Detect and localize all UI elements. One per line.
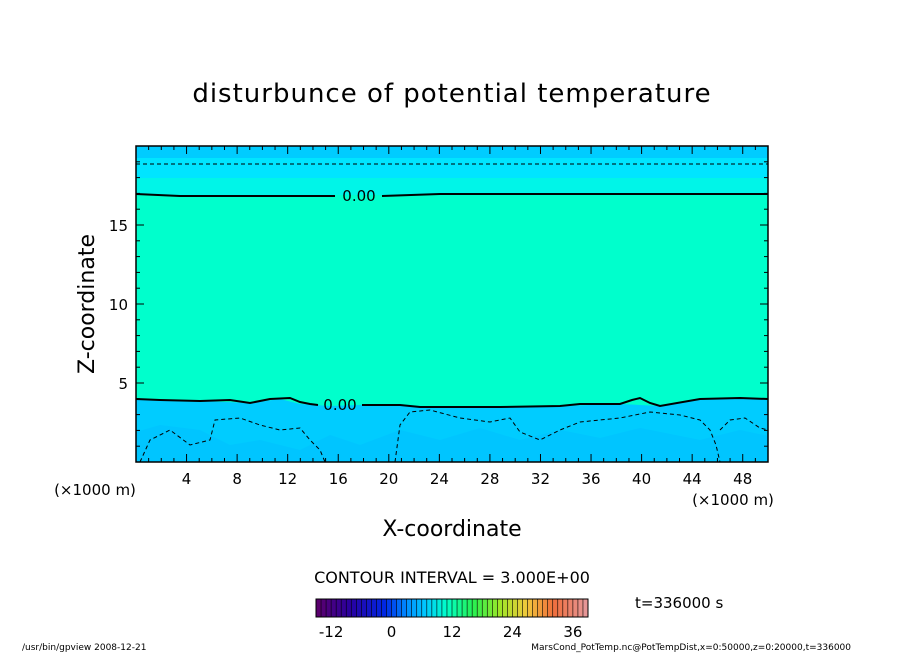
colorbar-cell bbox=[316, 599, 322, 617]
x-axis-ticks: 4 8 12 16 20 24 28 32 36 40 44 48 bbox=[148, 146, 756, 488]
zero-contour-upper bbox=[135, 193, 768, 197]
x-unit-right: (×1000 m) bbox=[692, 491, 774, 509]
colorbar-cell bbox=[341, 599, 347, 617]
lower-field-dark bbox=[136, 425, 768, 462]
colorbar-cell bbox=[517, 599, 523, 617]
upper-band bbox=[136, 158, 768, 178]
colorbar-cell bbox=[512, 599, 518, 617]
colorbar-cell bbox=[396, 599, 402, 617]
x-tick-label: 20 bbox=[379, 470, 398, 488]
colorbar-cell bbox=[537, 599, 543, 617]
colorbar-cell bbox=[467, 599, 473, 617]
x-tick-label: 28 bbox=[480, 470, 499, 488]
colorbar-cell bbox=[371, 599, 377, 617]
x-tick-label: 32 bbox=[531, 470, 550, 488]
footer-right: MarsCond_PotTemp.nc@PotTempDist,x=0:5000… bbox=[531, 643, 851, 653]
colorbar-cell bbox=[542, 599, 549, 617]
colorbar-cell bbox=[366, 599, 372, 617]
colorbar-tick-label: -12 bbox=[319, 623, 344, 641]
colorbar-cell bbox=[351, 599, 357, 617]
colorbar-cell bbox=[386, 599, 392, 617]
colorbar-cell bbox=[552, 599, 559, 617]
x-tick-label: 12 bbox=[278, 470, 297, 488]
x-tick-label: 40 bbox=[632, 470, 651, 488]
x-tick-label: 8 bbox=[232, 470, 242, 488]
colorbar-cell bbox=[411, 599, 418, 617]
time-label: t=336000 s bbox=[635, 594, 723, 612]
colorbar-cell bbox=[381, 599, 387, 617]
colorbar-cell bbox=[431, 599, 438, 617]
colorbar-cell bbox=[336, 599, 342, 617]
colorbar-cell bbox=[331, 599, 337, 617]
colorbar-tick-label: 12 bbox=[442, 623, 461, 641]
contour-label-upper: 0.00 bbox=[342, 187, 375, 205]
colorbar-cell bbox=[577, 599, 584, 617]
x-tick-label: 4 bbox=[182, 470, 192, 488]
x-unit-left: (×1000 m) bbox=[54, 481, 136, 499]
colorbar-cell bbox=[547, 599, 554, 617]
colorbar-cell bbox=[507, 599, 513, 617]
colorbar-cell bbox=[477, 599, 483, 617]
colorbar-cell bbox=[582, 599, 589, 617]
x-tick-label: 36 bbox=[581, 470, 600, 488]
colorbar-cell bbox=[522, 599, 528, 617]
chart-title: disturbunce of potential temperature bbox=[192, 79, 711, 109]
y-axis-label: Z-coordinate bbox=[75, 234, 100, 374]
colorbar-cell bbox=[497, 599, 503, 617]
x-tick-label: 16 bbox=[329, 470, 348, 488]
colorbar-cell bbox=[361, 599, 367, 617]
colorbar-cell bbox=[457, 599, 463, 617]
colorbar-cell bbox=[557, 599, 564, 617]
colorbar bbox=[315, 598, 589, 618]
colorbar-frame bbox=[315, 598, 589, 618]
colorbar-cell bbox=[356, 599, 362, 617]
x-tick-label: 44 bbox=[683, 470, 702, 488]
colorbar-cell bbox=[416, 599, 423, 617]
y-axis-ticks: 5 10 15 bbox=[109, 161, 768, 447]
colorbar-cell bbox=[401, 599, 407, 617]
colorbar-cell bbox=[391, 599, 397, 617]
x-tick-label: 24 bbox=[430, 470, 449, 488]
colorbar-cell bbox=[482, 599, 488, 617]
colorbar-cell bbox=[321, 599, 327, 617]
colorbar-cell bbox=[502, 599, 508, 617]
colorbar-cell bbox=[452, 599, 458, 617]
contour-interval: CONTOUR INTERVAL = 3.000E+00 bbox=[314, 568, 590, 587]
colorbar-cell bbox=[567, 599, 574, 617]
colorbar-cell bbox=[487, 599, 493, 617]
colorbar-cell bbox=[527, 599, 533, 617]
colorbar-cell bbox=[562, 599, 569, 617]
colorbar-tick-label: 0 bbox=[387, 623, 397, 641]
colorbar-cell bbox=[436, 599, 443, 617]
colorbar-cell bbox=[421, 599, 428, 617]
colorbar-cell bbox=[532, 599, 538, 617]
colorbar-cell bbox=[572, 599, 579, 617]
colorbar-cell bbox=[492, 599, 498, 617]
colorbar-tick-label: 24 bbox=[503, 623, 522, 641]
plot-area: 0.00 0.00 bbox=[135, 145, 769, 463]
colorbar-cell bbox=[326, 599, 332, 617]
y-tick-label: 10 bbox=[109, 296, 128, 314]
zero-contour-lower bbox=[135, 396, 769, 408]
x-tick-label: 48 bbox=[733, 470, 752, 488]
colorbar-cell bbox=[426, 599, 433, 617]
colorbar-tick-label: 36 bbox=[563, 623, 582, 641]
colorbar-cell bbox=[441, 599, 448, 617]
contour-label-lower: 0.00 bbox=[323, 396, 356, 414]
colorbar-cell bbox=[376, 599, 382, 617]
footer-left: /usr/bin/gpview 2008-12-21 bbox=[22, 643, 146, 653]
upper-band-2 bbox=[136, 178, 768, 195]
colorbar-cell bbox=[446, 599, 453, 617]
x-axis-label: X-coordinate bbox=[382, 517, 521, 542]
colorbar-cell bbox=[462, 599, 468, 617]
colorbar-cell bbox=[406, 599, 413, 617]
colorbar-cell bbox=[472, 599, 478, 617]
dashed-contour-lower bbox=[139, 409, 769, 463]
colorbar-ticks: -12 0 12 24 36 bbox=[319, 623, 583, 641]
y-tick-label: 15 bbox=[109, 217, 128, 235]
top-band bbox=[136, 146, 768, 158]
colorbar-cell bbox=[346, 599, 352, 617]
y-tick-label: 5 bbox=[118, 375, 128, 393]
